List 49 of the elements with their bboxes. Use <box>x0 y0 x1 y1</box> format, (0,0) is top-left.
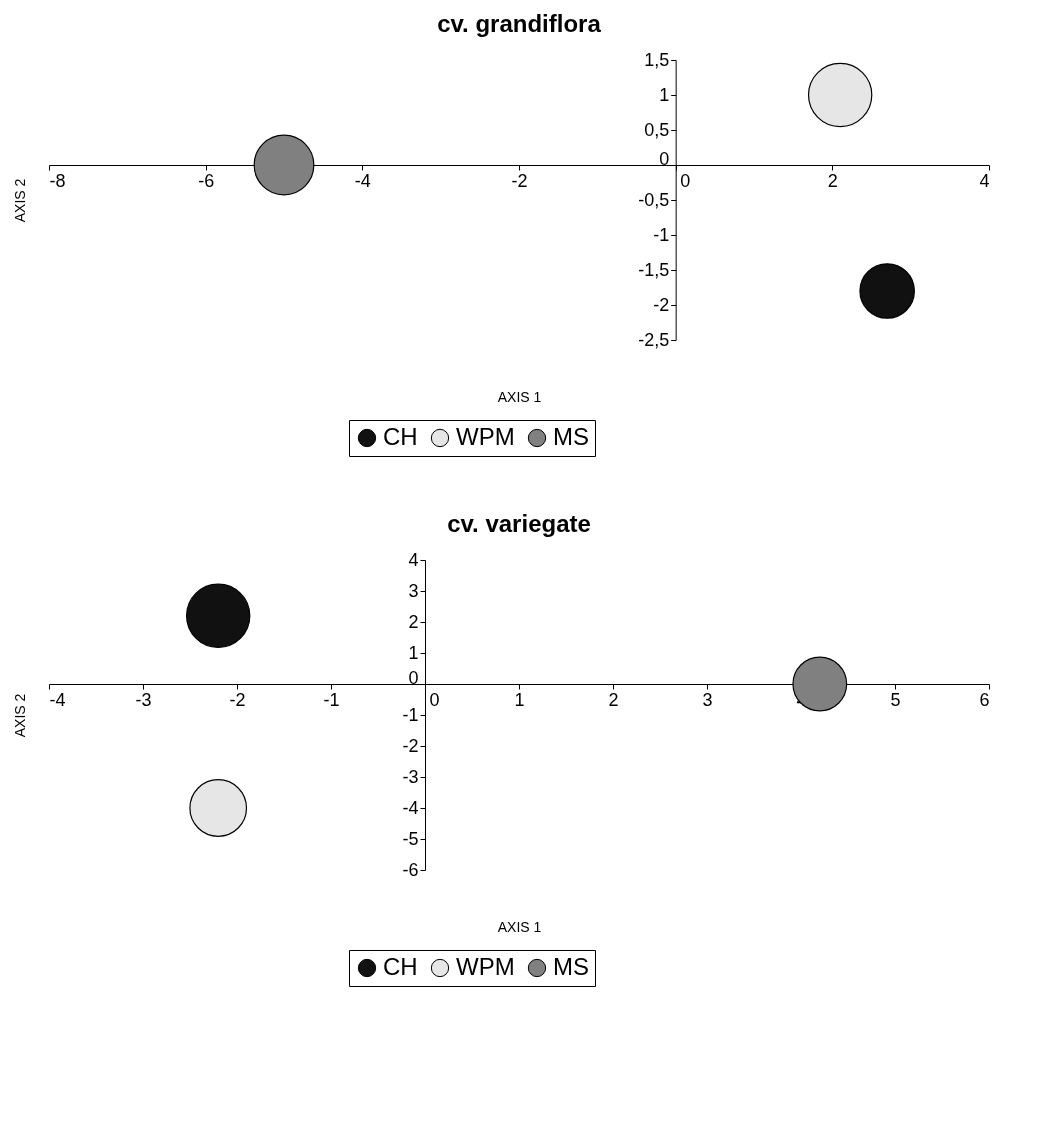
x-tick-label: 5 <box>890 689 901 710</box>
x-tick-label: 0 <box>680 170 691 191</box>
y-tick-label: 3 <box>408 580 419 601</box>
y-tick-label: -2 <box>402 735 419 756</box>
y-tick-label: -3 <box>402 766 419 787</box>
y-tick-label: 0 <box>659 148 670 169</box>
y-tick-label: -2 <box>653 294 670 315</box>
x-tick-label: -2 <box>229 689 246 710</box>
x-tick-label: 2 <box>827 170 838 191</box>
y-tick-label: -1 <box>402 704 419 725</box>
chart-title: cv. variegate <box>447 510 591 537</box>
y-tick-label: -4 <box>402 797 419 818</box>
x-tick-label: 2 <box>608 689 619 710</box>
x-axis-title: AXIS 1 <box>497 388 542 405</box>
chart-title: cv. grandiflora <box>437 10 602 37</box>
y-tick-label: 4 <box>408 549 419 570</box>
y-tick-label: -2,5 <box>638 329 670 350</box>
legend-label: MS <box>553 953 589 980</box>
x-tick-label: -2 <box>511 170 528 191</box>
x-tick-label: 4 <box>979 170 990 191</box>
x-tick-label: -1 <box>323 689 340 710</box>
x-tick-label: -4 <box>354 170 371 191</box>
y-tick-label: 1 <box>659 84 670 105</box>
legend-label: WPM <box>456 423 515 450</box>
y-tick-label: -0,5 <box>638 189 670 210</box>
x-tick-label: 0 <box>429 689 440 710</box>
x-tick-label: 1 <box>514 689 525 710</box>
x-tick-label: -8 <box>49 170 66 191</box>
y-tick-label: 0 <box>408 667 419 688</box>
legend-label: CH <box>383 423 418 450</box>
y-tick-label: 1 <box>408 642 419 663</box>
legend-label: MS <box>553 423 589 450</box>
x-tick-label: -4 <box>49 689 66 710</box>
y-tick-label: -1,5 <box>638 259 670 280</box>
x-tick-label: -6 <box>198 170 215 191</box>
y-tick-label: 1,5 <box>644 49 670 70</box>
y-axis-title: AXIS 2 <box>11 693 28 738</box>
x-tick-label: 6 <box>979 689 990 710</box>
legend-label: CH <box>383 953 418 980</box>
y-tick-label: 2 <box>408 611 419 632</box>
y-axis-title: AXIS 2 <box>11 178 28 223</box>
x-axis-title: AXIS 1 <box>497 918 542 935</box>
legend-label: WPM <box>456 953 515 980</box>
x-tick-label: 3 <box>702 689 713 710</box>
y-tick-label: -6 <box>402 859 419 880</box>
x-tick-label: -3 <box>135 689 152 710</box>
y-tick-label: 0,5 <box>644 119 670 140</box>
y-tick-label: -1 <box>653 224 670 245</box>
y-tick-label: -5 <box>402 828 419 849</box>
